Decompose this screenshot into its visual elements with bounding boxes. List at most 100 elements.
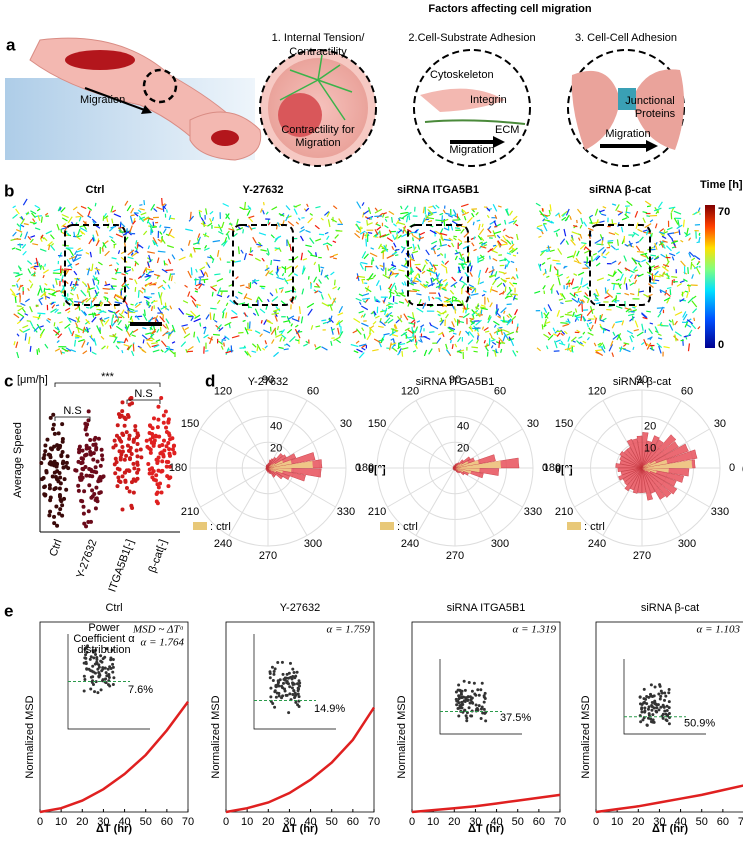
- trajectory: [135, 213, 138, 216]
- inset-dot: [293, 671, 296, 674]
- trajectory: [104, 317, 109, 319]
- speed-dot: [59, 453, 63, 457]
- trajectory: [481, 310, 482, 315]
- angle-tick: 150: [368, 418, 386, 430]
- trajectory: [699, 261, 700, 262]
- trajectory: [315, 344, 316, 347]
- colorbar-min: 0: [718, 339, 724, 351]
- trajectory: [145, 277, 150, 281]
- trajectory: [460, 277, 463, 281]
- trajectory: [576, 340, 580, 344]
- trajectory: [167, 245, 174, 247]
- trajectory: [300, 236, 303, 241]
- trajectory: [272, 207, 277, 210]
- speed-dot: [123, 424, 127, 428]
- trajectory: [77, 294, 78, 299]
- trajectory: [381, 338, 382, 343]
- trajectory: [195, 288, 198, 290]
- trajectory: [436, 205, 440, 208]
- trajectory: [158, 307, 162, 313]
- inset-dot: [273, 670, 276, 673]
- angle-tick: 150: [555, 418, 573, 430]
- speed-dot: [119, 458, 123, 462]
- inset-dot: [105, 674, 108, 677]
- trajectory: [477, 339, 479, 343]
- inset-percent: 37.5%: [500, 712, 531, 724]
- inset-dot: [466, 699, 469, 702]
- trajectory: [594, 343, 596, 346]
- speed-dot: [99, 464, 103, 468]
- speed-dot: [94, 446, 98, 450]
- trajectory: [14, 314, 19, 318]
- x-tick-label: 50: [512, 816, 524, 828]
- trajectory: [674, 307, 675, 311]
- trajectory: [286, 206, 290, 210]
- nucleus: [65, 50, 135, 70]
- trajectory: [128, 310, 129, 318]
- trajectory: [649, 329, 653, 334]
- trajectory: [276, 289, 277, 294]
- trajectory: [693, 296, 696, 298]
- x-tick-label: 70: [368, 816, 380, 828]
- trajectory: [200, 267, 205, 270]
- speed-dot: [162, 421, 166, 425]
- trajectory: [89, 239, 92, 244]
- trajectory: [645, 201, 651, 205]
- trajectory: [261, 288, 264, 289]
- trajectory: [587, 323, 588, 327]
- trajectory: [223, 204, 229, 207]
- trajectory: [417, 321, 420, 322]
- trajectory: [301, 316, 302, 323]
- trajectory: [427, 218, 434, 219]
- trajectory: [655, 224, 656, 229]
- trajectory: [458, 239, 462, 242]
- trajectory: [433, 248, 435, 254]
- trajectory: [623, 344, 626, 346]
- angle-tick: 90: [449, 374, 461, 386]
- trajectory: [654, 276, 655, 283]
- speed-dot: [164, 409, 168, 413]
- trajectory: [394, 243, 396, 248]
- trajectory: [444, 228, 449, 230]
- inset-dot: [654, 686, 657, 689]
- speed-dot: [88, 438, 92, 442]
- trajectory: [237, 219, 239, 225]
- trajectory: [615, 321, 622, 322]
- inset-dot: [291, 675, 294, 678]
- trajectory: [443, 210, 445, 213]
- trajectory: [687, 325, 691, 328]
- x-axis-label: ΔT (hr): [282, 823, 318, 835]
- trajectory: [194, 319, 201, 322]
- speed-dot: [44, 469, 48, 473]
- trajectory: [554, 231, 558, 232]
- trajectory: [308, 309, 312, 315]
- inset-dot: [286, 694, 289, 697]
- trajectory: [377, 213, 383, 218]
- trajectory: [323, 243, 327, 244]
- trajectory: [696, 268, 700, 275]
- trajectory: [395, 274, 398, 277]
- trajectory: [13, 232, 17, 236]
- trajectory: [607, 280, 610, 281]
- trajectory: [455, 228, 460, 229]
- trajectory: [362, 328, 364, 331]
- speed-dot: [124, 454, 128, 458]
- trajectory: [505, 209, 508, 210]
- trajectory: [231, 310, 237, 314]
- trajectory: [681, 340, 684, 341]
- trajectory: [248, 216, 254, 218]
- trajectory: [19, 267, 22, 269]
- trajectory: [357, 222, 361, 223]
- trajectory: [359, 302, 361, 305]
- trajectory: [537, 348, 541, 351]
- speed-dot: [124, 480, 128, 484]
- trajectory: [675, 334, 676, 341]
- speed-dot: [81, 457, 85, 461]
- trajectory: [159, 292, 161, 298]
- trajectory: [641, 313, 647, 318]
- trajectory: [170, 350, 175, 354]
- speed-dot: [124, 417, 128, 421]
- trajectory: [453, 210, 456, 215]
- trajectory: [320, 267, 324, 268]
- trajectory: [247, 210, 250, 215]
